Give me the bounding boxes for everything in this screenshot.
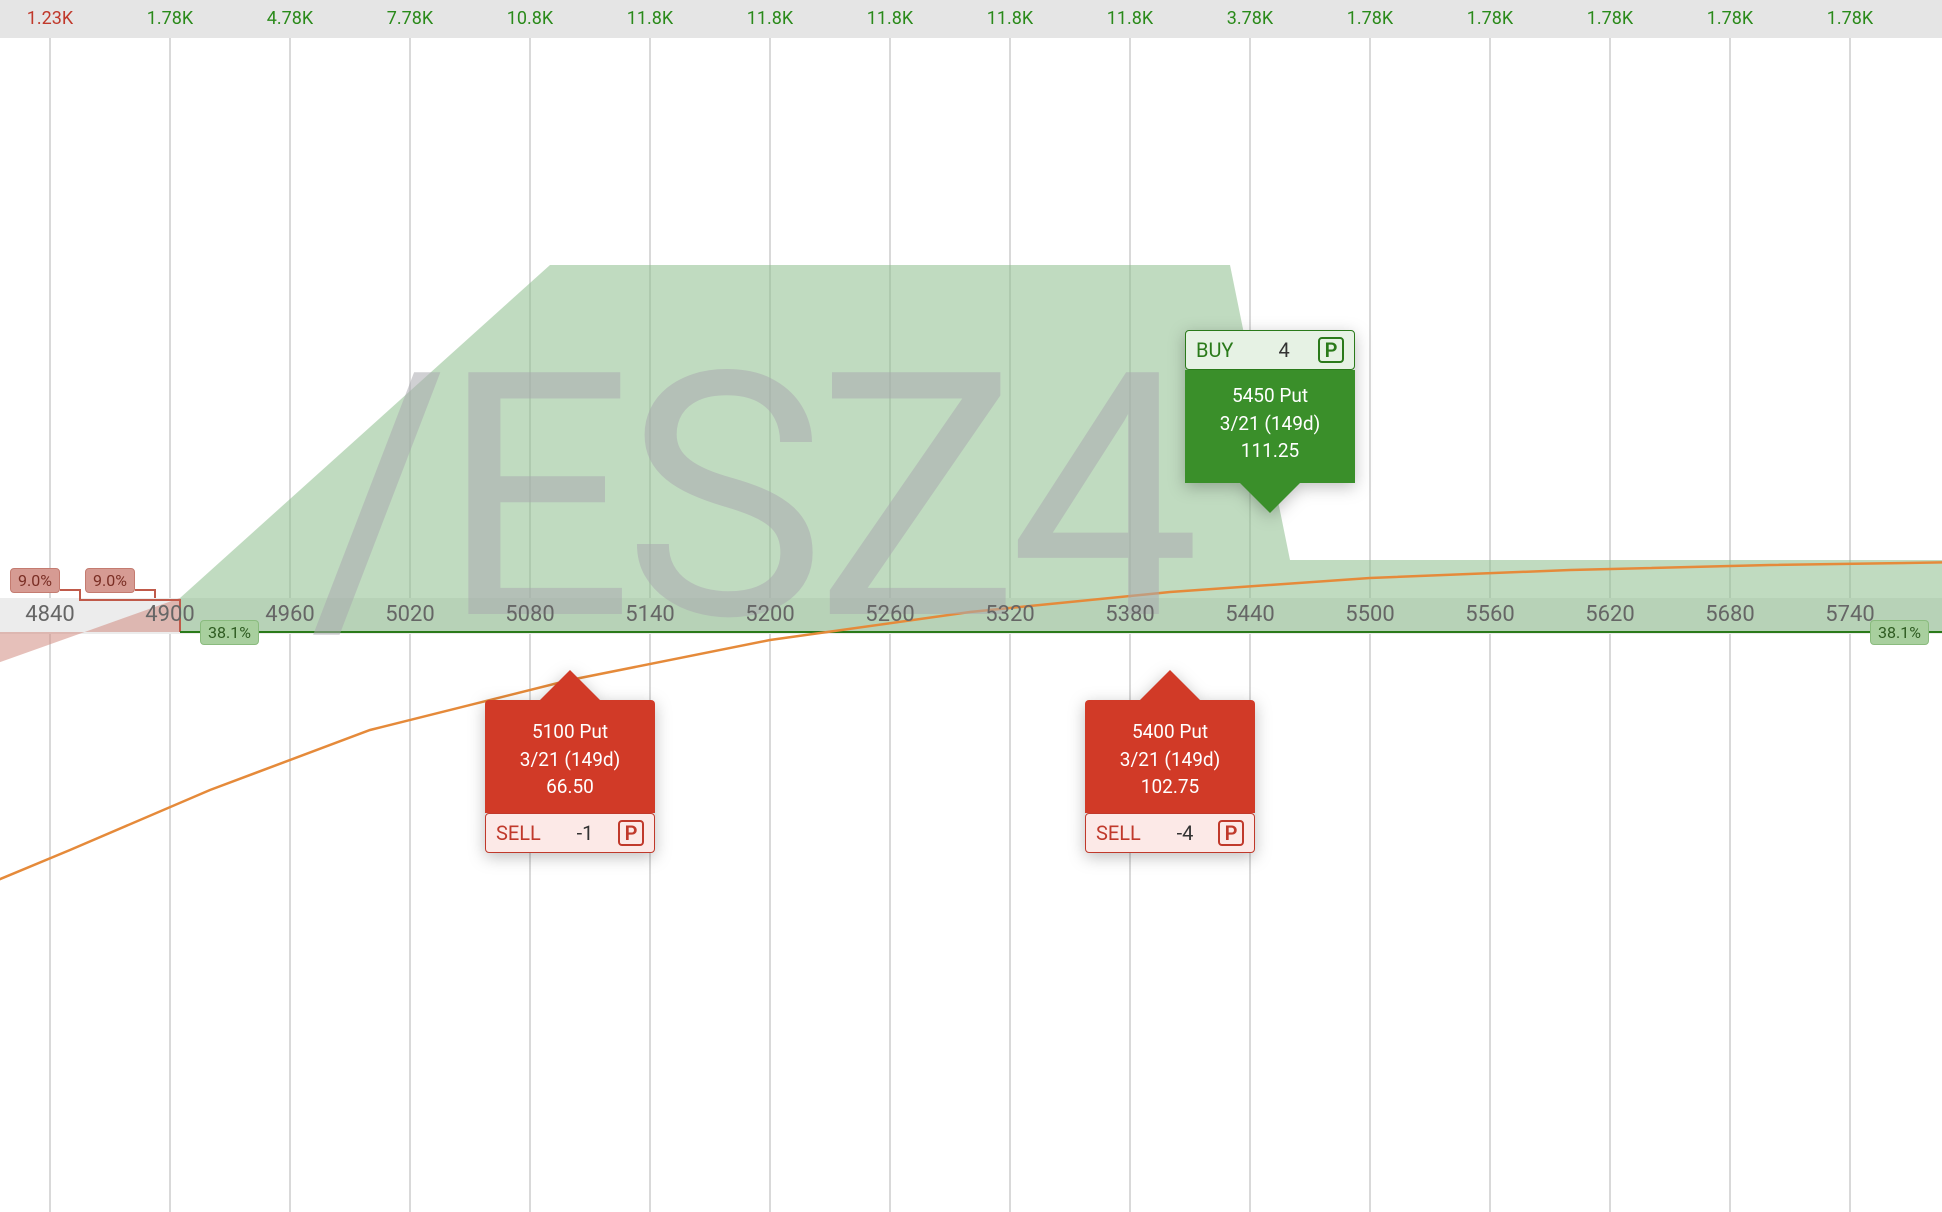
order-price: 102.75: [1093, 773, 1247, 801]
pnl-value-cell: 10.8K: [507, 0, 553, 38]
order-body[interactable]: 5450 Put 3/21 (149d) 111.25: [1185, 370, 1355, 483]
x-axis-tick: 5260: [865, 602, 914, 627]
pnl-value-cell: 1.78K: [1707, 0, 1753, 38]
pnl-value-cell: 1.78K: [1827, 0, 1873, 38]
x-axis-tick: 5320: [985, 602, 1034, 627]
order-body[interactable]: 5100 Put 3/21 (149d) 66.50: [485, 700, 655, 813]
order-contract: 5450 Put: [1193, 382, 1347, 410]
order-type-badge: P: [618, 820, 644, 846]
order-footer[interactable]: SELL -1 P: [485, 813, 655, 853]
order-qty: -1: [565, 821, 593, 845]
order-type-badge: P: [1318, 337, 1344, 363]
risk-profile-chart: /ESZ4 1.23K 1.78K 4.78K 7.78K 10.8K 11.8K 11.8…: [0, 0, 1942, 1212]
symbol-watermark: /ESZ4: [310, 300, 1190, 698]
pnl-value-cell: 1.78K: [147, 0, 193, 38]
pnl-value-cell: 11.8K: [867, 0, 913, 38]
x-axis-tick: 5740: [1825, 602, 1874, 627]
order-qty: -4: [1165, 821, 1193, 845]
x-axis-tick: 5020: [385, 602, 434, 627]
order-expiry: 3/21 (149d): [493, 746, 647, 774]
x-axis-tick: 5500: [1345, 602, 1394, 627]
sell-order-marker[interactable]: 5400 Put 3/21 (149d) 102.75 SELL -4 P: [1085, 700, 1255, 853]
pnl-value-cell: 11.8K: [1107, 0, 1153, 38]
x-axis-tick: 4840: [25, 602, 74, 627]
order-type-badge: P: [1218, 820, 1244, 846]
pnl-value-cell: 1.78K: [1347, 0, 1393, 38]
x-axis-tick: 5680: [1705, 602, 1754, 627]
pnl-value-cell: 1.23K: [27, 0, 73, 38]
pnl-value-cell: 1.78K: [1587, 0, 1633, 38]
order-header[interactable]: BUY 4 P: [1185, 330, 1355, 370]
probability-badge: 9.0%: [85, 568, 135, 593]
pnl-value-cell: 11.8K: [627, 0, 673, 38]
order-expiry: 3/21 (149d): [1193, 410, 1347, 438]
x-axis-tick: 5200: [745, 602, 794, 627]
x-axis-tick: 5380: [1105, 602, 1154, 627]
order-body[interactable]: 5400 Put 3/21 (149d) 102.75: [1085, 700, 1255, 813]
order-qty: 4: [1262, 338, 1290, 362]
probability-badge: 9.0%: [10, 568, 60, 593]
order-contract: 5400 Put: [1093, 718, 1247, 746]
x-axis-tick: 5440: [1225, 602, 1274, 627]
pnl-value-strip: 1.23K 1.78K 4.78K 7.78K 10.8K 11.8K 11.8K 11.8K…: [0, 0, 1942, 38]
marker-pointer: [540, 670, 600, 700]
marker-pointer: [1140, 670, 1200, 700]
order-side-label: BUY: [1196, 338, 1233, 362]
order-price: 66.50: [493, 773, 647, 801]
order-footer[interactable]: SELL -4 P: [1085, 813, 1255, 853]
order-side-label: SELL: [496, 821, 541, 845]
pnl-value-cell: 7.78K: [387, 0, 433, 38]
pnl-value-cell: 11.8K: [987, 0, 1033, 38]
x-axis-tick: 5620: [1585, 602, 1634, 627]
pnl-value-cell: 11.8K: [747, 0, 793, 38]
sell-order-marker[interactable]: 5100 Put 3/21 (149d) 66.50 SELL -1 P: [485, 700, 655, 853]
x-axis-tick: 4960: [265, 602, 314, 627]
order-side-label: SELL: [1096, 821, 1141, 845]
probability-badge: 38.1%: [1870, 620, 1929, 645]
pnl-value-cell: 4.78K: [267, 0, 313, 38]
pnl-value-cell: 1.78K: [1467, 0, 1513, 38]
x-axis-tick: 5560: [1465, 602, 1514, 627]
order-contract: 5100 Put: [493, 718, 647, 746]
pnl-value-cell: 3.78K: [1227, 0, 1273, 38]
x-axis-tick: 5080: [505, 602, 554, 627]
marker-pointer: [1240, 483, 1300, 513]
x-axis-tick: 4900: [145, 602, 194, 627]
x-axis-tick: 5140: [625, 602, 674, 627]
order-price: 111.25: [1193, 437, 1347, 465]
buy-order-marker[interactable]: BUY 4 P 5450 Put 3/21 (149d) 111.25: [1185, 330, 1355, 483]
order-expiry: 3/21 (149d): [1093, 746, 1247, 774]
probability-badge: 38.1%: [200, 620, 259, 645]
